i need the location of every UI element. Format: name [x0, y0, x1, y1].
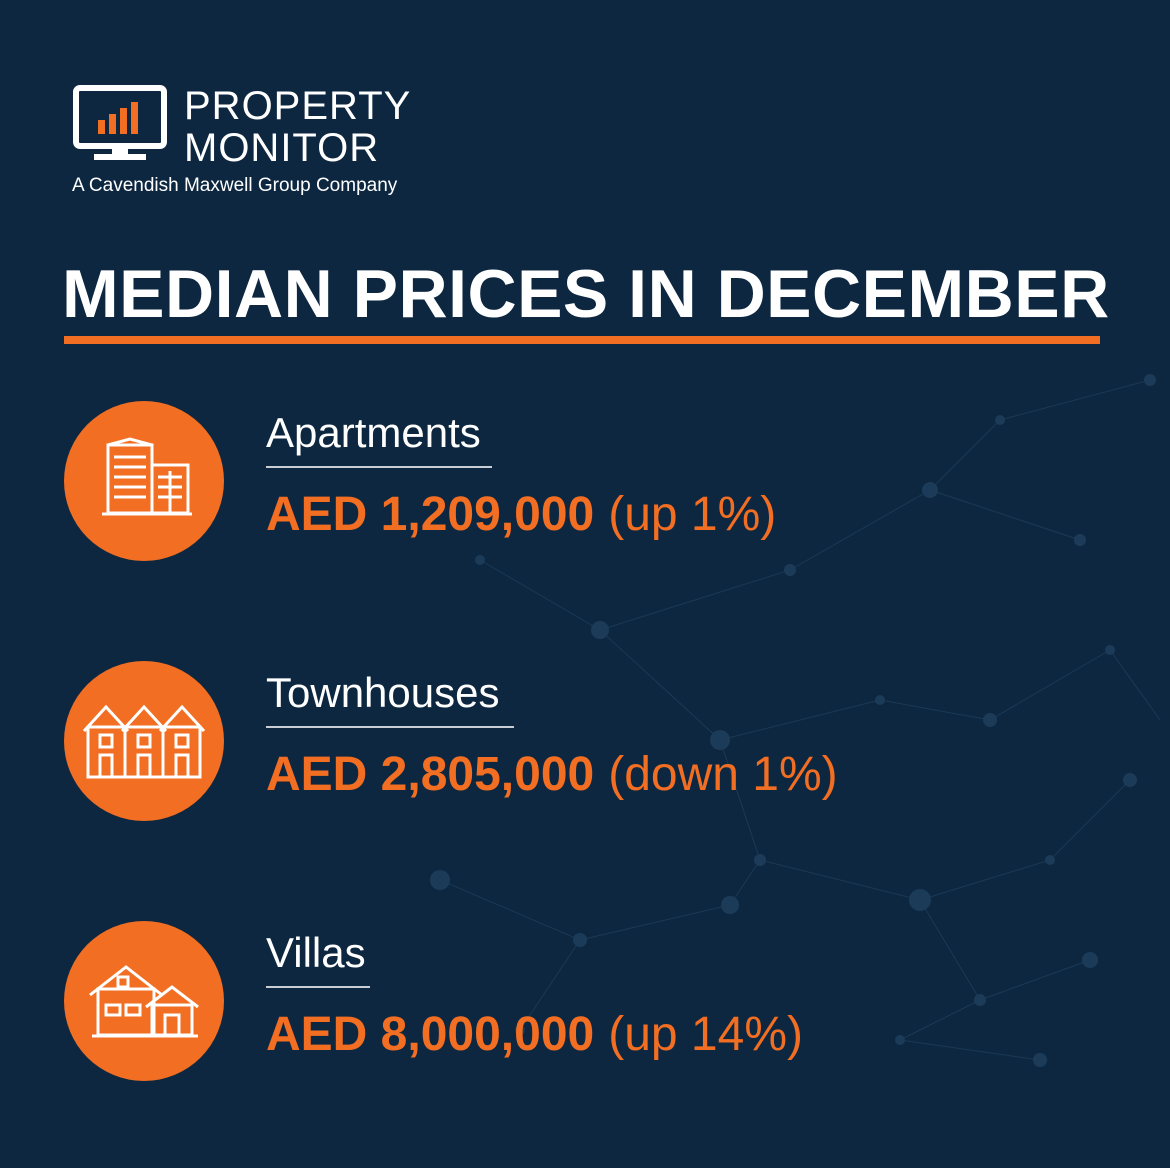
- item-price: AED 8,000,000 (up 14%): [266, 1005, 803, 1065]
- item-label: Villas: [266, 929, 366, 976]
- monitor-bar-chart-icon: [73, 85, 167, 160]
- item-label: Townhouses: [266, 669, 500, 716]
- price-amount: AED 8,000,000: [266, 1008, 595, 1061]
- brand-logo: PROPERTY MONITOR A Cavendish Maxwell Gro…: [72, 84, 412, 204]
- label-divider: [266, 726, 514, 728]
- villa-house-icon: [89, 965, 199, 1038]
- label-divider: [266, 466, 492, 468]
- townhouses-icon: [82, 704, 206, 779]
- item-price: AED 2,805,000 (down 1%): [266, 745, 838, 805]
- brand-name-line1: PROPERTY: [184, 84, 412, 128]
- item-price: AED 1,209,000 (up 1%): [266, 485, 776, 545]
- price-amount: AED 1,209,000: [266, 488, 595, 541]
- icon-circle: [64, 661, 224, 821]
- title-underline: [64, 336, 1100, 344]
- price-item-townhouses: Townhouses AED 2,805,000 (down 1%): [64, 661, 1064, 823]
- apartment-building-icon: [102, 437, 192, 516]
- icon-circle: [64, 401, 224, 561]
- brand-tagline: A Cavendish Maxwell Group Company: [72, 175, 398, 196]
- price-change: (up 14%): [608, 1008, 803, 1061]
- price-amount: AED 2,805,000: [266, 748, 595, 801]
- item-label: Apartments: [266, 409, 481, 456]
- price-change: (up 1%): [608, 488, 777, 541]
- page-title: MEDIAN PRICES IN DECEMBER: [62, 256, 1110, 332]
- price-item-villas: Villas AED 8,000,000 (up 14%): [64, 921, 1064, 1083]
- price-change: (down 1%): [608, 748, 838, 801]
- brand-name-line2: MONITOR: [184, 126, 380, 170]
- icon-circle: [64, 921, 224, 1081]
- label-divider: [266, 986, 370, 988]
- price-item-apartments: Apartments AED 1,209,000 (up 1%): [64, 401, 1064, 563]
